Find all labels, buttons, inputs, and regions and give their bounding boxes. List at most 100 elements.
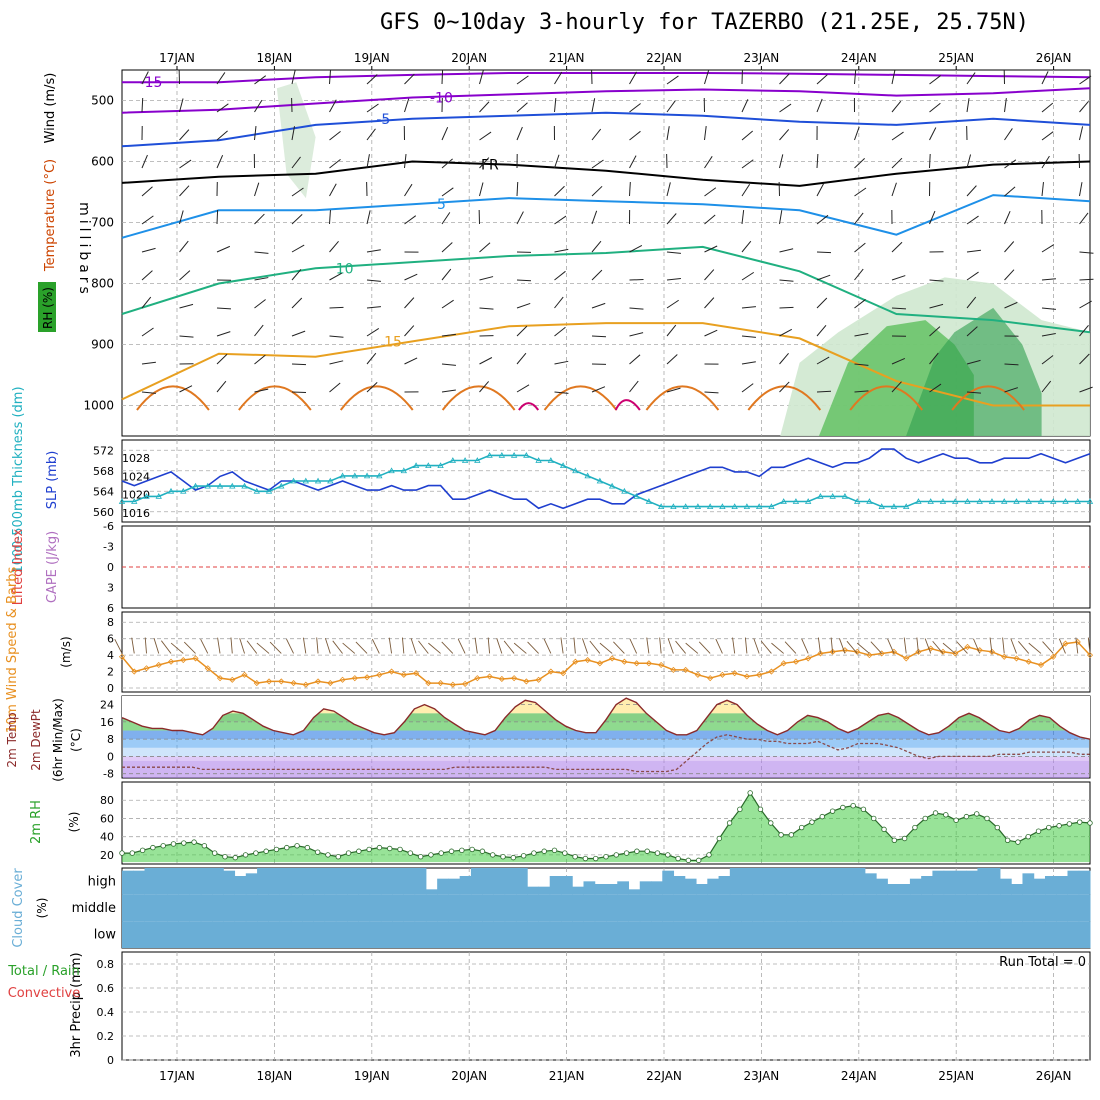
cloud-bar-high [459, 876, 472, 895]
cloud-bar-low [853, 921, 866, 948]
panel-frame-slp [121, 439, 1091, 523]
wind-barb [891, 357, 906, 365]
cloud-bar-middle [493, 894, 506, 922]
temperature-axis-label: Temperature (°C) [43, 159, 58, 272]
rh-marker [613, 852, 619, 858]
rh-marker [757, 806, 764, 813]
wind-barb [629, 354, 641, 365]
wind-speed-marker [1001, 653, 1008, 660]
thickness-marker [768, 503, 775, 510]
wind-barb [216, 130, 228, 141]
cloud-bar-low [200, 921, 213, 948]
wind-barb [854, 390, 869, 393]
wind-barb [704, 187, 717, 197]
cloud-units: (%) [35, 898, 49, 919]
wind-speed-marker [670, 666, 677, 673]
cloud-bar-low [515, 921, 528, 948]
wind-speed-marker [449, 681, 456, 688]
temp-band [123, 730, 1089, 740]
wind-barb [666, 126, 670, 141]
cloud-bar-high [1022, 873, 1035, 895]
rh-marker [809, 819, 815, 825]
cloud-bar-high [358, 868, 371, 895]
cloud-bar-low [583, 921, 596, 948]
wind-barb [404, 273, 418, 281]
rh-marker [119, 850, 125, 856]
wind-barb-10m [332, 640, 343, 654]
cloud-bar-high [302, 868, 314, 895]
cloud-bar-low [842, 921, 855, 948]
rh-marker [222, 854, 228, 860]
wind-barb [966, 98, 970, 113]
wind-barb-10m [503, 640, 515, 654]
wind-barb [741, 210, 745, 225]
cloud-bar-low [425, 921, 438, 948]
date-label-bottom: 22JAN [646, 1069, 682, 1083]
wind-barb [816, 153, 819, 169]
wind-speed-marker [792, 658, 799, 665]
wind-barb [929, 383, 942, 393]
wind-barb [591, 240, 602, 253]
cloud-bar-middle [808, 894, 821, 922]
cloud-bar-low [212, 921, 224, 948]
cloud-bar-low [1044, 921, 1057, 948]
thickness-marker [1062, 498, 1069, 504]
cloud-bar-middle [876, 894, 888, 922]
rh-marker [160, 843, 166, 849]
wind-barb [854, 268, 864, 281]
cloud-bar-high [515, 868, 528, 895]
wind-barb-10m [856, 642, 870, 654]
wind-barb [891, 381, 902, 393]
rh-area [122, 792, 1090, 863]
cloud-bar-middle [943, 894, 956, 922]
wind-barb [816, 356, 830, 365]
thickness-marker [486, 452, 493, 458]
cloud-bar-high [212, 868, 224, 895]
thickness-tick-label: 568 [93, 465, 114, 478]
dewpoint-axis-label: 2m DewPt [29, 709, 43, 771]
wind-speed-marker [645, 660, 652, 667]
isotherm-line [122, 72, 1091, 84]
wind-barb [854, 126, 860, 141]
wind-barb-10m [388, 637, 393, 654]
thickness-marker [1025, 498, 1032, 504]
wind-speed-marker [155, 661, 162, 669]
rh-marker [881, 826, 887, 833]
rh-marker [603, 854, 609, 860]
wind-speed-marker [192, 655, 199, 662]
cloud-bar-low [774, 921, 787, 948]
wind-barb-10m [973, 638, 981, 654]
cloud-bar-high [313, 868, 326, 895]
thickness-marker [719, 503, 726, 510]
wind-barb [291, 156, 301, 169]
wind-speed-marker [1025, 658, 1032, 665]
wind-barb [179, 159, 192, 169]
rh-marker [211, 850, 218, 856]
wind-barb [216, 353, 228, 365]
cloud-bar-high [403, 868, 416, 895]
temp-tick-label: 0 [107, 750, 114, 763]
rh-marker [582, 855, 589, 862]
wind-barb [816, 390, 832, 393]
wind-speed-marker [1086, 652, 1094, 659]
wind-barb [254, 126, 257, 141]
thickness-marker [1050, 498, 1057, 504]
wind-barb [741, 361, 756, 365]
wind-barb [854, 363, 869, 366]
cloud-bar-middle [189, 894, 202, 922]
thickness-marker [510, 452, 518, 458]
rh-marker [840, 804, 846, 811]
wind-barb [966, 249, 981, 253]
wind-axis-label: Wind (m/s) [43, 73, 58, 144]
thickness-marker [412, 462, 420, 469]
wind-barb [404, 357, 418, 365]
wind-barb [366, 103, 379, 113]
rh-marker [201, 843, 208, 849]
rh-marker [634, 848, 640, 854]
cloud-bar-low [662, 921, 675, 948]
wind-barb [1041, 244, 1055, 253]
wind-barb-10m [183, 641, 196, 654]
wind-barb-10m [589, 640, 601, 654]
slp-line [121, 448, 1091, 510]
wind-speed-marker [511, 675, 518, 682]
